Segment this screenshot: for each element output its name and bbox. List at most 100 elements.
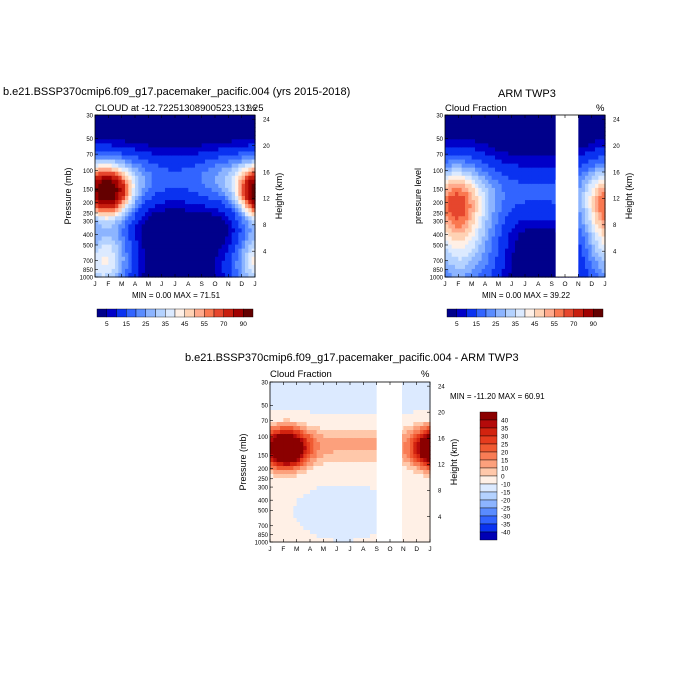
heatmap-cell bbox=[95, 147, 99, 153]
heatmap-cell bbox=[448, 135, 453, 140]
heatmap-cell bbox=[340, 510, 344, 515]
heatmap-cell bbox=[276, 406, 281, 411]
heatmap-cell bbox=[108, 264, 113, 270]
heatmap-cell bbox=[175, 191, 179, 197]
heatmap-cell bbox=[241, 248, 246, 254]
heatmap-cell bbox=[178, 232, 183, 238]
heatmap-cell bbox=[448, 119, 453, 124]
heatmap-cell bbox=[551, 244, 556, 250]
heatmap-cell bbox=[541, 196, 546, 201]
heatmap-cell bbox=[280, 494, 284, 499]
heatmap-cell bbox=[115, 204, 119, 209]
heatmap-cell bbox=[485, 175, 489, 181]
heatmap-cell bbox=[588, 232, 593, 238]
heatmap-cell bbox=[501, 212, 506, 217]
heatmap-cell bbox=[191, 204, 196, 209]
heatmap-cell bbox=[276, 450, 281, 455]
heatmap-cell bbox=[591, 135, 596, 140]
heatmap-cell bbox=[485, 147, 489, 153]
heatmap-cell bbox=[528, 216, 533, 221]
heatmap-cell bbox=[326, 518, 331, 523]
heatmap-cell bbox=[201, 228, 206, 234]
heatmap-cell bbox=[300, 474, 304, 479]
heatmap-cell bbox=[221, 220, 226, 225]
heatmap-cell bbox=[251, 228, 256, 234]
heatmap-cell bbox=[111, 143, 116, 148]
heatmap-cell bbox=[111, 159, 116, 165]
heatmap-cell bbox=[135, 127, 139, 132]
heatmap-cell bbox=[283, 486, 288, 491]
heatmap-cell bbox=[535, 216, 539, 221]
heatmap-cell bbox=[168, 151, 173, 157]
heatmap-cell bbox=[528, 196, 533, 201]
heatmap-cell bbox=[135, 196, 139, 201]
heatmap-cell bbox=[501, 252, 506, 258]
heatmap-cell bbox=[221, 131, 226, 136]
heatmap-cell bbox=[191, 119, 196, 124]
heatmap-cell bbox=[300, 510, 304, 515]
heatmap-cell bbox=[238, 127, 243, 132]
heatmap-cell bbox=[448, 256, 453, 262]
heatmap-cell bbox=[251, 163, 256, 169]
heatmap-cell bbox=[511, 171, 516, 177]
heatmap-cell bbox=[195, 135, 199, 140]
heatmap-cell bbox=[215, 115, 219, 120]
heatmap-cell bbox=[468, 183, 473, 189]
heatmap-cell bbox=[238, 224, 243, 229]
heatmap-cell bbox=[518, 131, 523, 136]
heatmap-cell bbox=[276, 410, 281, 415]
heatmap-cell bbox=[495, 264, 499, 270]
heatmap-cell bbox=[475, 208, 479, 213]
heatmap-cell bbox=[330, 470, 334, 475]
heatmap-cell bbox=[320, 538, 324, 543]
heatmap-cell bbox=[458, 248, 463, 254]
heatmap-cell bbox=[585, 175, 589, 181]
heatmap-cell bbox=[125, 228, 129, 234]
heatmap-cell bbox=[215, 183, 219, 189]
heatmap-cell bbox=[201, 232, 206, 238]
heatmap-cell bbox=[455, 208, 459, 213]
heatmap-cell bbox=[475, 220, 479, 225]
heatmap-cell bbox=[598, 119, 603, 124]
heatmap-cell bbox=[313, 486, 318, 491]
heatmap-cell bbox=[293, 522, 298, 527]
heatmap-cell bbox=[591, 143, 596, 148]
heatmap-cell bbox=[585, 264, 589, 270]
heatmap-cell bbox=[105, 183, 109, 189]
heatmap-cell bbox=[286, 518, 291, 523]
heatmap-cell bbox=[168, 232, 173, 238]
heatmap-cell bbox=[323, 494, 328, 499]
heatmap-cell bbox=[248, 236, 253, 242]
heatmap-cell bbox=[511, 183, 516, 189]
heatmap-cell bbox=[515, 252, 519, 258]
heatmap-cell bbox=[313, 438, 318, 443]
p2-colorbar-swatch bbox=[554, 308, 565, 318]
heatmap-cell bbox=[235, 139, 239, 144]
heatmap-cell bbox=[455, 147, 459, 153]
heatmap-cell bbox=[531, 163, 536, 169]
heatmap-cell bbox=[310, 418, 314, 423]
heatmap-cell bbox=[475, 200, 479, 205]
heatmap-cell bbox=[145, 159, 149, 165]
heatmap-cell bbox=[238, 163, 243, 169]
heatmap-cell bbox=[205, 220, 209, 225]
p2-colorbar-swatch bbox=[456, 308, 467, 318]
heatmap-cell bbox=[601, 244, 606, 250]
heatmap-cell bbox=[340, 534, 344, 539]
heatmap-cell bbox=[525, 131, 529, 136]
heatmap-cell bbox=[221, 224, 226, 229]
panel-1-right-subtitle: % bbox=[248, 103, 257, 114]
p1-colorbar-swatch bbox=[184, 308, 195, 318]
heatmap-cell bbox=[225, 131, 229, 136]
heatmap-cell bbox=[121, 260, 126, 266]
heatmap-cell bbox=[105, 252, 109, 258]
heatmap-cell bbox=[501, 131, 506, 136]
heatmap-cell bbox=[101, 252, 106, 258]
heatmap-cell bbox=[115, 159, 119, 165]
heatmap-cell bbox=[316, 538, 321, 543]
heatmap-cell bbox=[333, 442, 338, 447]
heatmap-cell bbox=[138, 171, 143, 177]
heatmap-cell bbox=[208, 256, 213, 262]
heatmap-cell bbox=[211, 167, 216, 173]
heatmap-cell bbox=[168, 212, 173, 217]
